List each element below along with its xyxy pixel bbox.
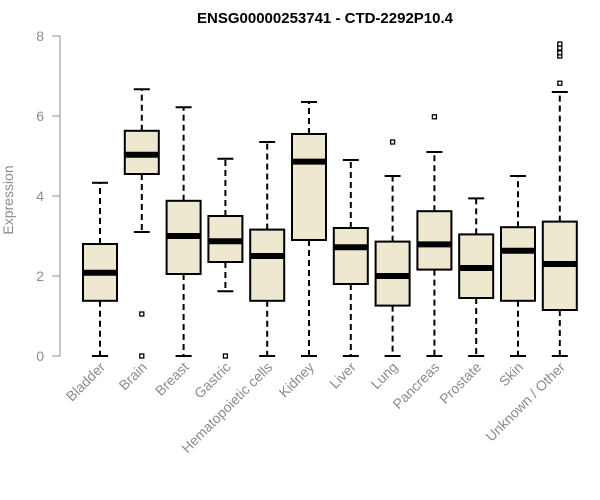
- y-axis-label: Expression: [0, 165, 16, 234]
- x-tick-label: Breast: [152, 359, 192, 399]
- box-4: [207, 157, 244, 359]
- box-1: [82, 181, 118, 357]
- outlier-point: [431, 114, 438, 120]
- x-tick-label: Bladder: [63, 359, 109, 405]
- box-series: [82, 41, 578, 359]
- box-iqr: [332, 227, 369, 285]
- y-tick-label: 6: [36, 108, 44, 124]
- chart-title: ENSG00000253741 - CTD-2292P10.4: [197, 10, 454, 27]
- x-tick-label: Lung: [367, 359, 400, 392]
- x-tick-label: Brain: [115, 359, 149, 393]
- y-tick-label: 8: [36, 28, 44, 44]
- y-tick-label: 0: [36, 348, 44, 364]
- box-2: [123, 88, 160, 359]
- outlier-point: [557, 80, 563, 86]
- box-3: [165, 106, 202, 357]
- outlier-point: [557, 50, 563, 56]
- x-tick-label: Liver: [326, 359, 359, 392]
- outlier-point: [557, 41, 563, 47]
- box-iqr: [500, 226, 536, 302]
- x-tick-label: Prostate: [436, 359, 484, 407]
- box-10: [458, 197, 495, 357]
- box-7: [332, 159, 369, 357]
- box-8: [374, 139, 411, 357]
- box-6: [291, 101, 327, 357]
- x-tick-label: Unknown / Other: [482, 359, 568, 445]
- outlier-point: [222, 353, 229, 359]
- outlier-point: [139, 311, 145, 317]
- y-tick-label: 2: [36, 268, 44, 284]
- box-iqr: [416, 210, 453, 271]
- box-9: [416, 114, 453, 357]
- box-iqr: [249, 228, 286, 302]
- box-5: [249, 141, 286, 357]
- y-tick-label: 4: [36, 188, 44, 204]
- x-tick-label: Skin: [496, 359, 527, 390]
- box-12: [541, 41, 578, 357]
- outlier-point: [139, 353, 145, 359]
- y-axis-ticks: 0 2 4 6 8: [36, 28, 60, 364]
- box-11: [500, 175, 536, 357]
- box-iqr: [291, 133, 327, 241]
- outlier-point: [389, 139, 396, 145]
- x-tick-label: Kidney: [276, 359, 318, 401]
